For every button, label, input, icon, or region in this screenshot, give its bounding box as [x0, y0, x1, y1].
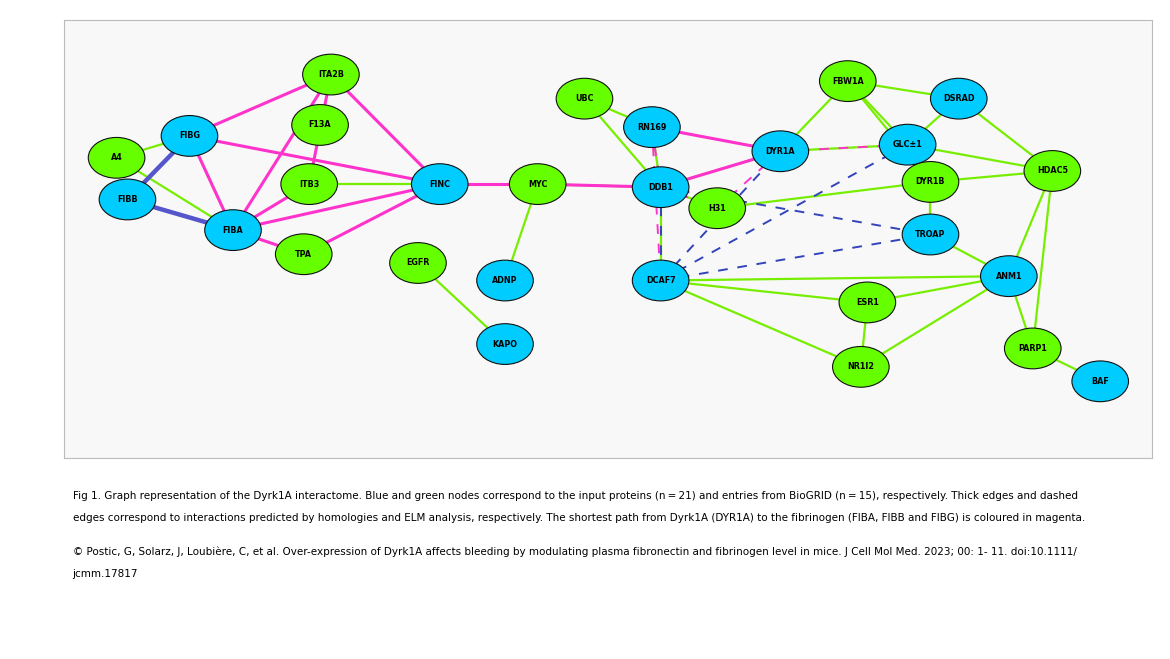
Text: ADNP: ADNP — [493, 276, 518, 285]
Ellipse shape — [281, 163, 337, 204]
Text: DYR1A: DYR1A — [765, 147, 796, 156]
Text: FIBA: FIBA — [222, 225, 243, 235]
Text: ANM1: ANM1 — [996, 272, 1023, 281]
Text: A4: A4 — [111, 154, 123, 162]
Ellipse shape — [303, 54, 359, 95]
Text: KAPO: KAPO — [493, 339, 517, 349]
Text: ESR1: ESR1 — [856, 298, 879, 307]
Ellipse shape — [275, 234, 332, 275]
Ellipse shape — [902, 161, 958, 202]
Ellipse shape — [390, 243, 446, 283]
Text: HDAC5: HDAC5 — [1037, 167, 1068, 175]
Ellipse shape — [476, 260, 534, 301]
Ellipse shape — [1072, 361, 1129, 402]
Text: DSRAD: DSRAD — [943, 94, 975, 103]
Ellipse shape — [476, 324, 534, 364]
Text: © Postic, G, Solarz, J, Loubière, C, et al. Over-expression of Dyrk1A affects bl: © Postic, G, Solarz, J, Loubière, C, et … — [73, 547, 1076, 558]
Text: TROAP: TROAP — [915, 230, 945, 239]
Text: NR1I2: NR1I2 — [847, 362, 874, 372]
Text: H31: H31 — [708, 204, 727, 213]
Text: FIBG: FIBG — [179, 131, 200, 140]
Text: PARP1: PARP1 — [1018, 344, 1047, 353]
Text: ITA2B: ITA2B — [318, 70, 344, 79]
Ellipse shape — [632, 260, 689, 301]
Text: jcmm.17817: jcmm.17817 — [73, 569, 138, 579]
Ellipse shape — [902, 214, 958, 255]
Text: edges correspond to interactions predicted by homologies and ELM analysis, respe: edges correspond to interactions predict… — [73, 513, 1085, 523]
Ellipse shape — [205, 210, 261, 250]
Ellipse shape — [632, 167, 689, 208]
Ellipse shape — [99, 179, 156, 220]
Text: EGFR: EGFR — [406, 258, 429, 268]
Ellipse shape — [839, 282, 896, 323]
Ellipse shape — [624, 107, 680, 148]
Text: DDB1: DDB1 — [648, 183, 673, 192]
Ellipse shape — [833, 347, 889, 387]
Text: ITB3: ITB3 — [300, 180, 319, 188]
Text: BAF: BAF — [1092, 377, 1109, 386]
Text: FINC: FINC — [429, 180, 450, 188]
Text: UBC: UBC — [576, 94, 593, 103]
Ellipse shape — [291, 105, 349, 146]
Text: DYR1B: DYR1B — [916, 177, 945, 186]
Text: TPA: TPA — [295, 250, 312, 259]
Ellipse shape — [1005, 328, 1061, 369]
Ellipse shape — [930, 78, 987, 119]
Text: FIBB: FIBB — [117, 195, 138, 204]
Text: FBW1A: FBW1A — [832, 76, 863, 86]
Text: MYC: MYC — [528, 180, 548, 188]
Ellipse shape — [980, 256, 1037, 297]
Ellipse shape — [752, 131, 808, 171]
Text: F13A: F13A — [309, 121, 331, 129]
Ellipse shape — [509, 163, 566, 204]
Ellipse shape — [689, 188, 745, 229]
Ellipse shape — [1024, 151, 1081, 191]
Ellipse shape — [412, 163, 468, 204]
Ellipse shape — [88, 138, 145, 178]
Text: GLC±1: GLC±1 — [893, 140, 922, 149]
Text: DCAF7: DCAF7 — [646, 276, 675, 285]
Ellipse shape — [819, 61, 876, 101]
Ellipse shape — [161, 115, 218, 156]
Text: RN169: RN169 — [638, 123, 667, 132]
Text: Fig 1. Graph representation of the Dyrk1A interactome. Blue and green nodes corr: Fig 1. Graph representation of the Dyrk1… — [73, 491, 1078, 501]
Ellipse shape — [880, 125, 936, 165]
Ellipse shape — [556, 78, 613, 119]
